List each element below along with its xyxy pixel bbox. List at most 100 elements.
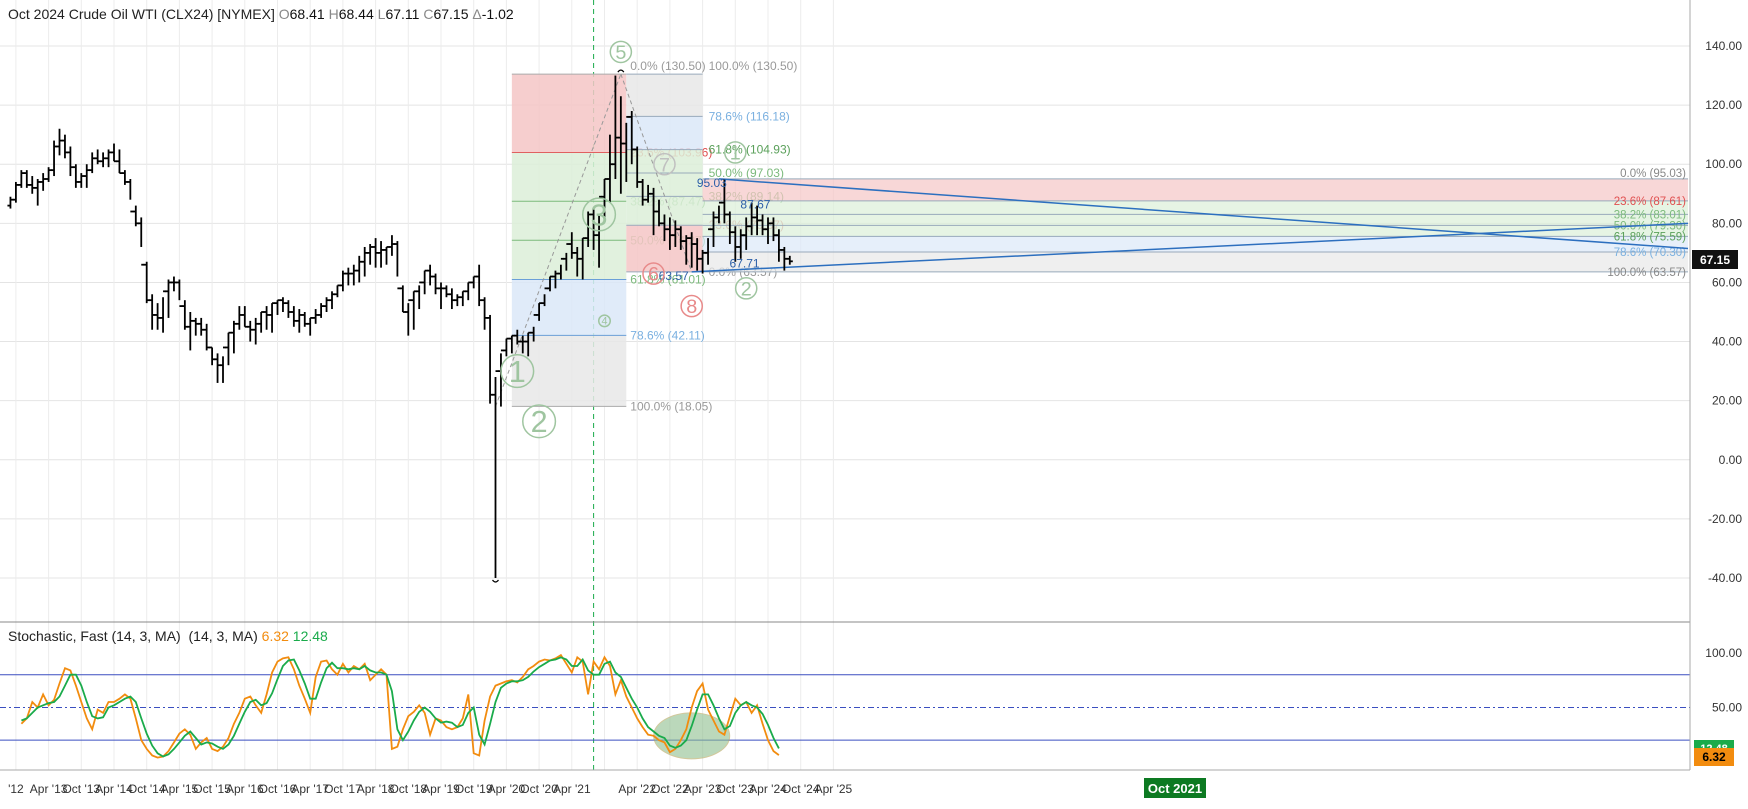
x-tick-label: Apr '15 <box>161 782 199 796</box>
axes: 140.00120.00100.0080.0060.0040.0020.000.… <box>8 39 1742 796</box>
wave-label: 8 <box>686 296 697 318</box>
x-tick-label: Apr '20 <box>488 782 526 796</box>
wave-circle <box>734 277 758 300</box>
stochastic-params: (14, 3, MA) <box>188 628 258 644</box>
fib1-band <box>511 74 627 153</box>
wave-circle <box>680 294 704 318</box>
close-key: C <box>423 6 434 22</box>
open-value: 68.41 <box>289 6 325 22</box>
fib1-band <box>511 335 627 407</box>
wave-circle <box>653 152 676 176</box>
x-tick-label: Oct '19 <box>455 782 493 796</box>
wave-circle <box>522 404 557 439</box>
fib2-label: 50.0% (97.03) <box>709 166 784 180</box>
fib3-label: 23.6% (87.61) <box>1614 196 1686 208</box>
x-tick-label: Apr '14 <box>95 782 133 796</box>
fib3-band <box>702 178 1688 201</box>
symbol-title: Oct 2024 Crude Oil WTI (CLX24) [NYMEX] <box>8 6 275 22</box>
wave-label: 2 <box>741 278 752 300</box>
x-tick-label: Oct '18 <box>389 782 427 796</box>
x-tick-label: Apr '22 <box>618 782 656 796</box>
y-tick-label: -20.00 <box>1708 512 1742 526</box>
fib1-band <box>511 240 627 280</box>
cursor-date-badge <box>1144 778 1206 798</box>
fib3-band <box>702 225 1688 237</box>
fib2-label: 100.0% (130.50) <box>709 59 798 73</box>
fib2-band <box>626 74 703 117</box>
wave-label: 5 <box>615 42 626 64</box>
x-tick-label: Apr '21 <box>553 782 591 796</box>
wave-label: 2 <box>531 405 548 439</box>
x-tick-label: Oct '15 <box>193 782 231 796</box>
open-key: O <box>278 6 290 22</box>
fib3-label: 0.0% (95.03) <box>1620 168 1686 180</box>
x-tick-label: '12 <box>8 782 24 796</box>
x-tick-label: Apr '23 <box>684 782 722 796</box>
wave-circle <box>723 141 747 164</box>
last-price-badge <box>1692 250 1738 269</box>
y-tick-label: 80.00 <box>1712 216 1742 230</box>
wave-label: 4 <box>601 316 607 328</box>
high-value: 68.44 <box>338 6 374 22</box>
stochastic-k-value: 6.32 <box>261 628 289 644</box>
stoch-k-line <box>20 653 780 759</box>
stochastic-title: Stochastic, Fast (14, 3, MA) <box>8 628 181 644</box>
fib2-label: 78.6% (116.18) <box>709 109 790 123</box>
fib1-label: 78.6% (42.11) <box>630 328 705 342</box>
price-annotation: 67.71 <box>730 257 760 271</box>
overlay-annotations <box>495 73 1689 407</box>
stoch-highlight <box>653 712 731 760</box>
price-annotation: 95.03 <box>697 176 727 190</box>
x-tick-label: Oct '23 <box>716 782 754 796</box>
low-marker <box>492 579 499 583</box>
stoch-k-badge <box>1694 748 1734 766</box>
price-annotation: 87.67 <box>740 198 770 212</box>
stoch-y-tick-label: 50.00 <box>1712 700 1742 714</box>
y-tick-label: 40.00 <box>1712 335 1742 349</box>
ohlc-bars <box>7 69 793 583</box>
wave-label: 1 <box>509 355 526 389</box>
stochastic-header: Stochastic, Fast (14, 3, MA) (14, 3, MA)… <box>8 628 328 644</box>
fib1-band <box>511 279 627 336</box>
fib1-label: 0.0% (130.50) <box>630 59 705 73</box>
x-tick-label: Apr '13 <box>30 782 68 796</box>
fib3-label: 38.2% (83.01) <box>1614 209 1686 221</box>
x-tick-label: Apr '17 <box>291 782 329 796</box>
stoch-k-badge-label: 6.32 <box>1702 750 1726 764</box>
fib1-band <box>511 152 627 202</box>
cursor-date-label: Oct 2021 <box>1148 781 1202 796</box>
stoch-d-line <box>21 656 780 758</box>
fib3-label: 78.6% (70.30) <box>1614 247 1686 259</box>
fib3-band <box>702 214 1688 226</box>
x-tick-label: Oct '24 <box>782 782 820 796</box>
wave-circle <box>581 197 617 232</box>
change-value: -1.02 <box>481 6 514 22</box>
wave-label: 1 <box>730 142 741 164</box>
high-marker <box>617 69 625 73</box>
fib3-band <box>702 200 1688 215</box>
wave-label: 6 <box>648 264 659 286</box>
y-tick-label: 20.00 <box>1712 394 1742 408</box>
y-tick-label: 100.00 <box>1705 157 1742 171</box>
stochastic-d-value: 12.48 <box>292 628 328 644</box>
stoch-y-tick-label: 100.00 <box>1705 646 1742 660</box>
y-tick-label: 0.00 <box>1719 453 1743 467</box>
trendline-support <box>691 222 1689 273</box>
y-tick-label: 140.00 <box>1705 39 1742 53</box>
x-tick-label: Apr '18 <box>357 782 395 796</box>
x-tick-label: Oct '22 <box>651 782 689 796</box>
fib2-band <box>626 173 703 197</box>
wave-circle <box>500 354 535 389</box>
high-key: H <box>328 6 339 22</box>
x-tick-label: Apr '25 <box>815 782 853 796</box>
stochastic-panel: 100.00 50.00 <box>0 646 1742 760</box>
grid <box>0 0 1690 770</box>
wave-label: 3 <box>591 198 608 232</box>
fib3-band <box>702 252 1688 272</box>
fib1-band <box>511 201 627 241</box>
fib2-connector <box>620 73 693 273</box>
fib2-band <box>626 116 703 150</box>
